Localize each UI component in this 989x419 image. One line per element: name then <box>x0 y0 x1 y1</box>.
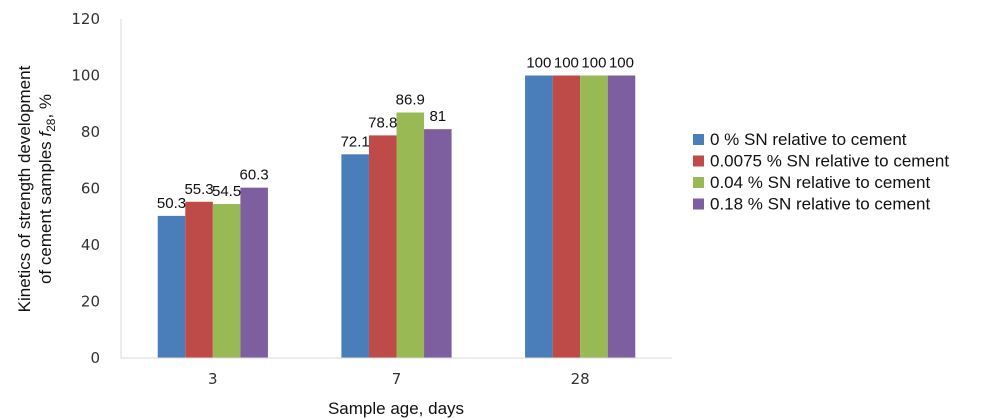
x-axis-title: Sample age, days <box>328 399 464 418</box>
bar-series-3-category-28 <box>580 75 608 358</box>
y-tick-label: 0 <box>90 349 100 367</box>
y-tick-label: 80 <box>81 123 100 141</box>
data-label: 60.3 <box>240 167 269 184</box>
data-label: 72.1 <box>341 133 370 150</box>
bar-series-4-category-3 <box>240 187 268 358</box>
legend-swatch <box>693 177 704 188</box>
y-axis-title-line-1: Kinetics of strength development <box>15 65 34 312</box>
legend-swatch <box>693 134 704 145</box>
data-label: 100 <box>554 55 579 72</box>
x-tick-label: 7 <box>392 370 402 388</box>
legend-swatch <box>693 155 704 167</box>
bars <box>157 75 636 358</box>
y-axis-title-line-2: of cement samples f28, % <box>36 94 58 284</box>
y-tick-label: 120 <box>71 10 100 28</box>
y-tick-label: 40 <box>81 236 100 254</box>
bar-series-2-category-3 <box>185 201 213 358</box>
legend-swatch <box>693 198 704 210</box>
legend-label: 0 % SN relative to cement <box>710 130 907 149</box>
bar-series-3-category-3 <box>212 204 241 358</box>
data-label: 81 <box>429 108 446 125</box>
bar-series-3-category-7 <box>396 112 425 358</box>
bar-series-1-category-28 <box>525 75 553 358</box>
bar-series-2-category-28 <box>552 75 581 358</box>
data-label: 78.8 <box>368 114 397 131</box>
y-axis-title-symbol: f <box>36 130 55 137</box>
y-tick-label: 60 <box>81 180 100 198</box>
data-label: 100 <box>609 55 634 72</box>
y-axis-title-subscript: 28 <box>44 118 58 132</box>
y-tick-label: 20 <box>81 293 100 311</box>
bar-series-1-category-3 <box>157 215 186 358</box>
y-axis-title-prefix: of cement samples <box>36 137 55 284</box>
legend-label: 0.0075 % SN relative to cement <box>710 152 949 171</box>
data-label: 100 <box>581 55 606 72</box>
bar-series-1-category-7 <box>341 154 369 358</box>
y-axis-title-suffix: , % <box>36 94 55 119</box>
x-tick-label: 3 <box>208 370 218 388</box>
bar-series-4-category-7 <box>424 129 452 358</box>
data-label: 86.9 <box>396 92 425 109</box>
data-label: 100 <box>526 55 551 72</box>
x-axis-ticks: 3 7 28 <box>208 370 590 388</box>
y-axis-title: Kinetics of strength development of ceme… <box>15 65 58 312</box>
y-axis-ticks: 0 20 40 60 80 100 120 <box>71 10 100 367</box>
legend: 0 % SN relative to cement 0.0075 % SN rel… <box>693 130 949 214</box>
data-label: 54.5 <box>212 183 241 200</box>
bar-series-2-category-7 <box>368 135 397 358</box>
data-label: 50.3 <box>157 195 186 212</box>
legend-label: 0.04 % SN relative to cement <box>710 173 930 192</box>
legend-label: 0.18 % SN relative to cement <box>710 195 930 214</box>
bar-series-4-category-28 <box>607 75 636 358</box>
x-tick-label: 28 <box>571 370 590 388</box>
y-tick-label: 100 <box>71 67 100 85</box>
data-label: 55.3 <box>184 181 213 198</box>
